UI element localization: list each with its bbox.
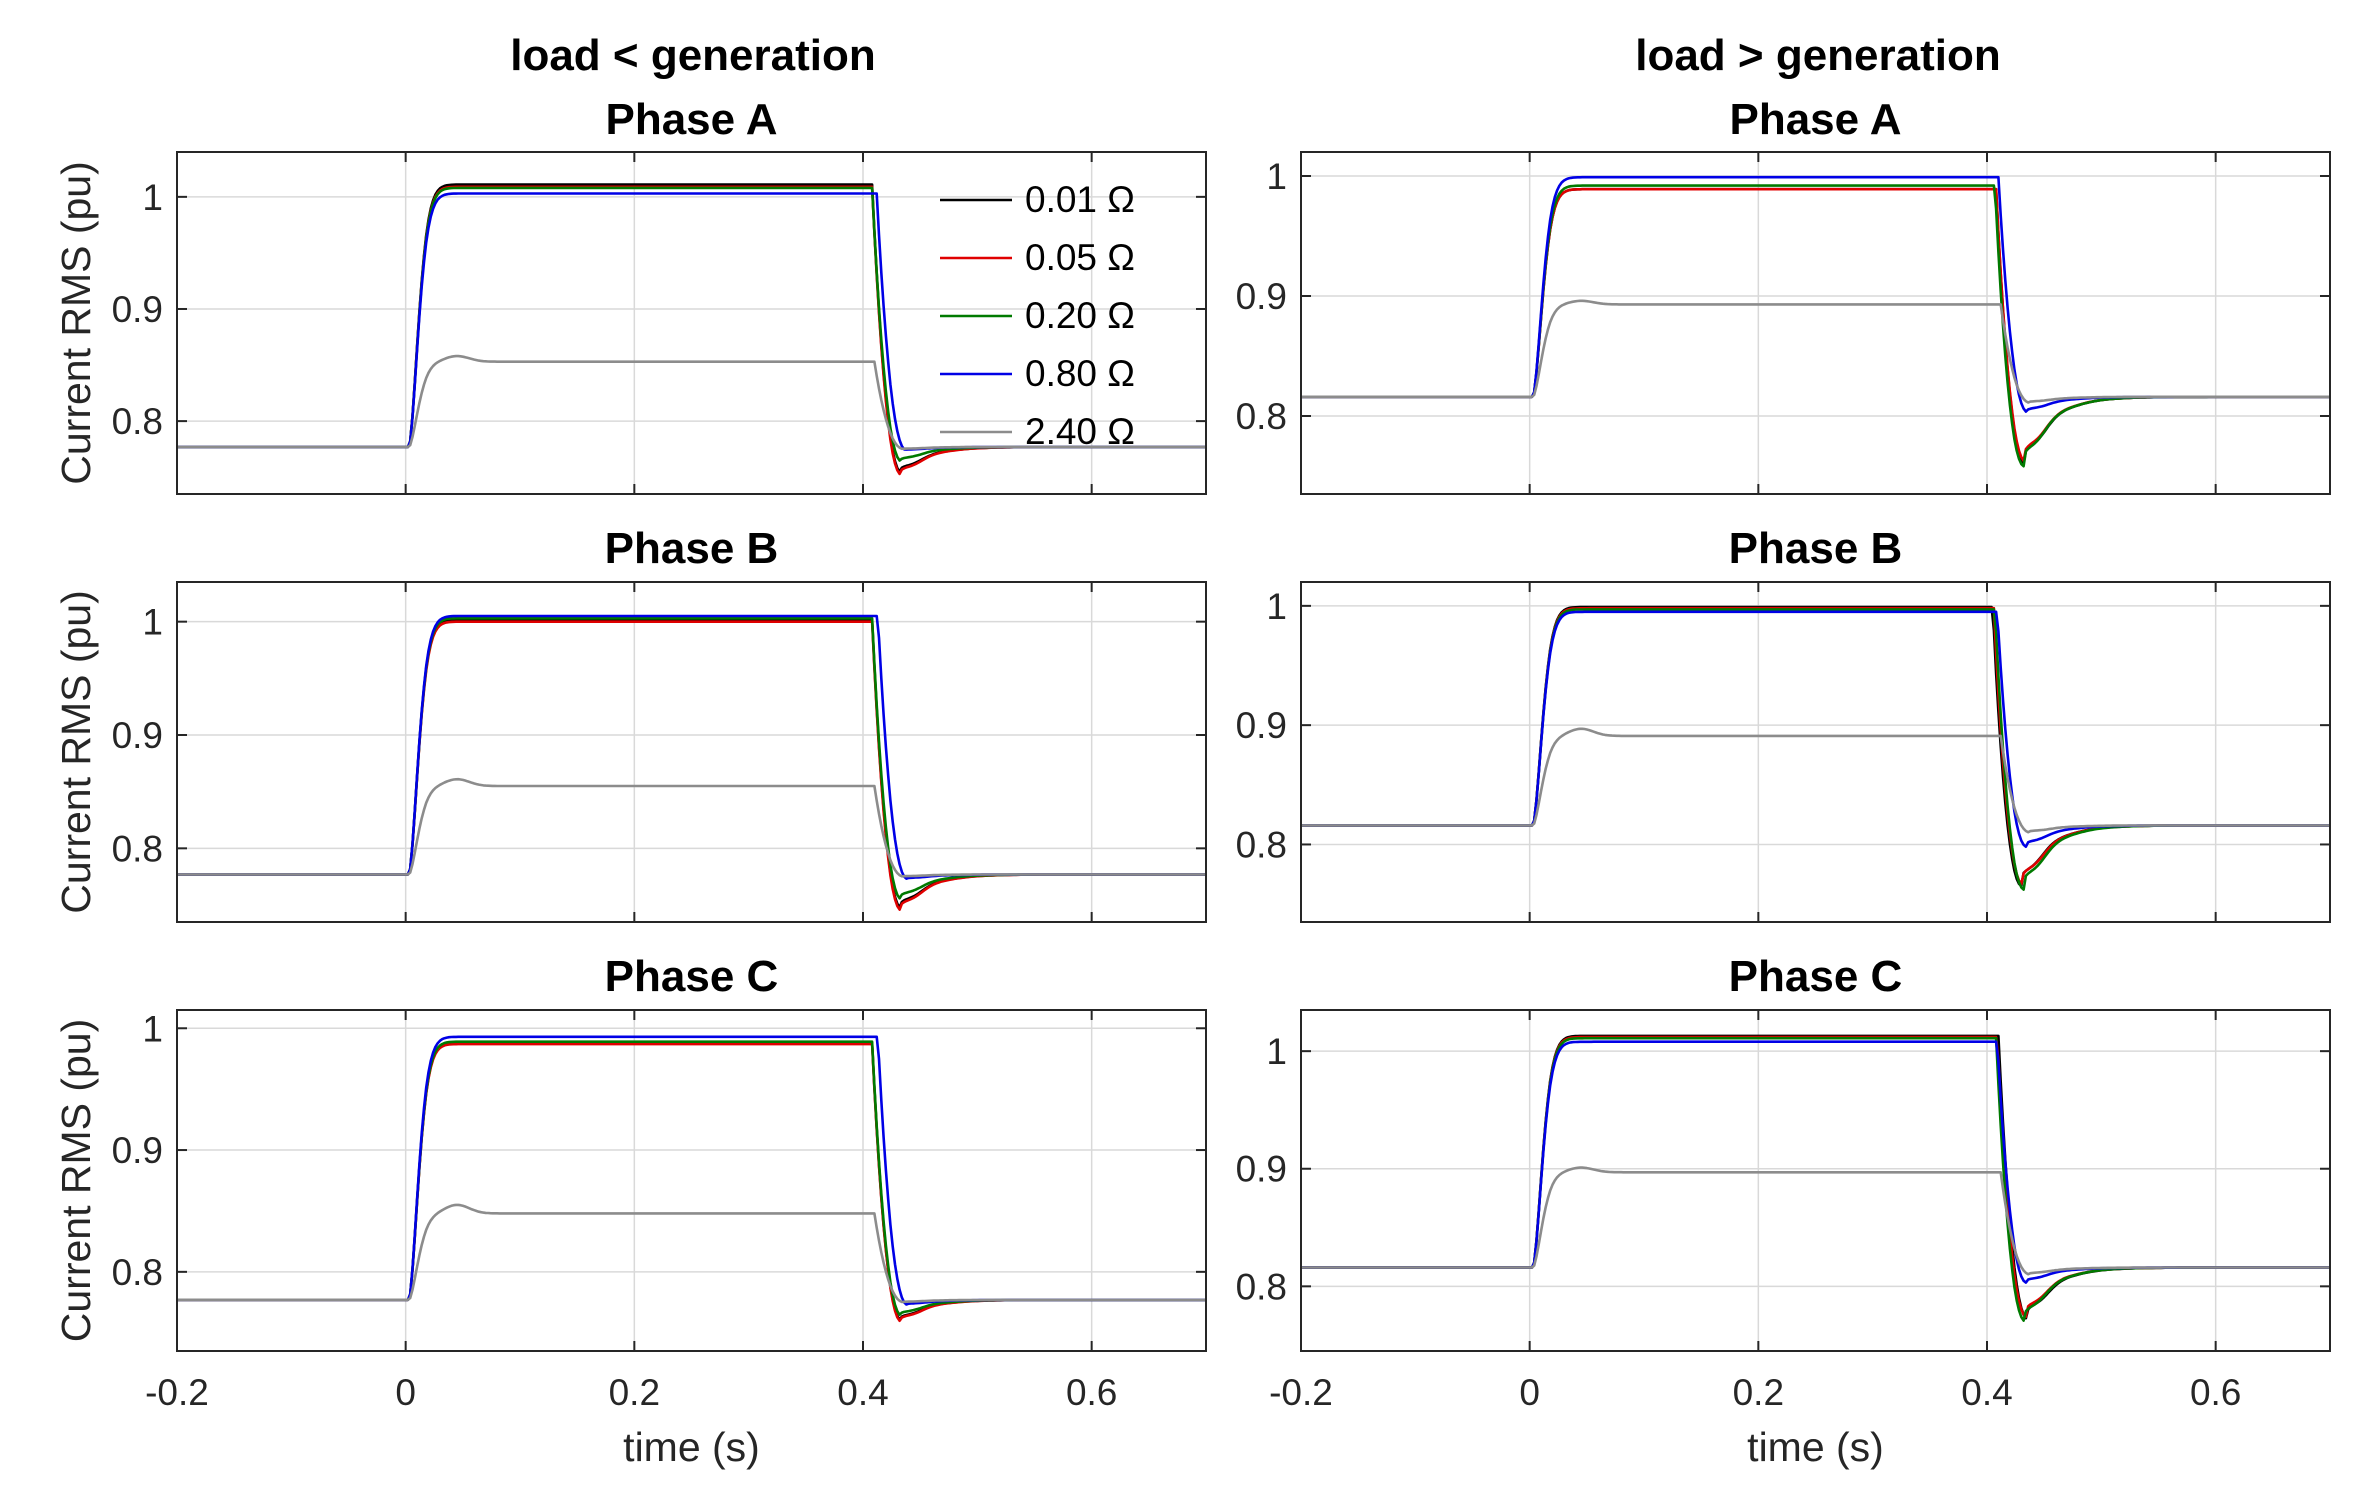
plot-area: [177, 1010, 1206, 1351]
y-tick-label: 0.9: [112, 289, 163, 330]
panel-3: 0.8 0.9 1 Phase B Current RMS (pu): [53, 524, 1207, 923]
plot-area: [1301, 1010, 2330, 1351]
y-tick-label: 1: [1266, 1031, 1287, 1072]
y-axis-label: Current RMS (pu): [53, 590, 99, 914]
series-line-2p40-ohm: [177, 1203, 1206, 1304]
x-tick-label: 0.2: [609, 1372, 660, 1413]
axes-frame: [176, 581, 1207, 923]
axes-frame: [1300, 581, 2331, 923]
legend-item: 0.80 Ω: [940, 353, 1135, 394]
x-tick-label: -0.2: [1269, 1372, 1333, 1413]
x-tick-label: 0: [395, 1372, 416, 1413]
legend-item: 0.20 Ω: [940, 295, 1135, 336]
column-title-right: load > generation: [1635, 31, 2001, 80]
y-tick-label: 1: [1266, 586, 1287, 627]
y-tick-label: 0.8: [112, 828, 163, 869]
axes-frame: [1300, 151, 2331, 495]
plot-area: [1301, 582, 2330, 922]
y-tick-label: 0.9: [1236, 276, 1287, 317]
legend-label: 0.05 Ω: [1025, 237, 1135, 278]
legend-item: 0.05 Ω: [940, 237, 1135, 278]
series-group: [1301, 1034, 2330, 1322]
panel-6: 0.8 0.9 1 -0.2 0 0.2 0.4 0.6 Phase C time (s): [1236, 952, 2331, 1470]
legend-label: 0.01 Ω: [1025, 179, 1135, 220]
legend: 0.01 Ω 0.05 Ω 0.20 Ω 0.80 Ω 2.40 Ω: [940, 179, 1135, 452]
panel-4: 0.8 0.9 1 Phase B: [1236, 524, 2331, 923]
series-line-2p40-ohm: [177, 354, 1206, 451]
axes-frame: [1300, 1009, 2331, 1352]
series-line-2p40-ohm: [1301, 727, 2330, 834]
y-tick-label: 0.9: [112, 715, 163, 756]
panel-2: 0.8 0.9 1 Phase A: [1236, 95, 2331, 495]
panel-title: Phase B: [1729, 524, 1903, 573]
series-group: [1301, 605, 2330, 891]
panel-title: Phase A: [605, 95, 777, 144]
panel-1: 0.8 0.9 1 Phase A Current RMS (pu): [53, 95, 1207, 495]
plot-area: [177, 152, 1206, 494]
y-tick-label: 0.8: [1236, 1266, 1287, 1307]
panel-title: Phase C: [605, 952, 779, 1001]
y-tick-label: 1: [1266, 156, 1287, 197]
x-tick-label: 0.4: [837, 1372, 888, 1413]
series-line-2p40-ohm: [1301, 1166, 2330, 1276]
x-tick-label: 0.4: [1961, 1372, 2012, 1413]
y-tick-label: 0.9: [112, 1130, 163, 1171]
series-group: [177, 183, 1206, 476]
series-group: [1301, 175, 2330, 468]
x-tick-label: -0.2: [145, 1372, 209, 1413]
x-tick-label: 0.2: [1733, 1372, 1784, 1413]
y-tick-label: 0.8: [112, 401, 163, 442]
y-axis-label: Current RMS (pu): [53, 161, 99, 485]
plot-area: [1301, 152, 2330, 494]
legend-item: 2.40 Ω: [940, 411, 1135, 452]
column-title-left: load < generation: [510, 31, 876, 80]
series-group: [177, 614, 1206, 911]
y-tick-label: 0.8: [1236, 396, 1287, 437]
x-tick-label: 0.6: [2190, 1372, 2241, 1413]
panel-title: Phase A: [1729, 95, 1901, 144]
panel-title: Phase B: [605, 524, 779, 573]
series-line-2p40-ohm: [1301, 299, 2330, 404]
plot-area: [177, 582, 1206, 922]
axes-frame: [176, 151, 1207, 495]
panel-title: Phase C: [1729, 952, 1903, 1001]
y-tick-label: 1: [142, 602, 163, 643]
legend-label: 0.20 Ω: [1025, 295, 1135, 336]
series-line-2p40-ohm: [177, 777, 1206, 878]
legend-item: 0.01 Ω: [940, 179, 1135, 220]
x-tick-label: 0.6: [1066, 1372, 1117, 1413]
y-tick-label: 0.9: [1236, 1149, 1287, 1190]
y-tick-label: 1: [142, 1008, 163, 1049]
y-tick-label: 1: [142, 177, 163, 218]
series-group: [177, 1035, 1206, 1323]
x-axis-label: time (s): [1747, 1424, 1884, 1470]
y-tick-label: 0.9: [1236, 705, 1287, 746]
legend-label: 2.40 Ω: [1025, 411, 1135, 452]
x-axis-label: time (s): [623, 1424, 760, 1470]
axes-frame: [176, 1009, 1207, 1352]
legend-label: 0.80 Ω: [1025, 353, 1135, 394]
y-tick-label: 0.8: [112, 1252, 163, 1293]
x-tick-label: 0: [1519, 1372, 1540, 1413]
panel-5: 0.8 0.9 1 -0.2 0 0.2 0.4 0.6 Phase C Current RMS …: [53, 952, 1207, 1470]
y-tick-label: 0.8: [1236, 824, 1287, 865]
y-axis-label: Current RMS (pu): [53, 1019, 99, 1343]
